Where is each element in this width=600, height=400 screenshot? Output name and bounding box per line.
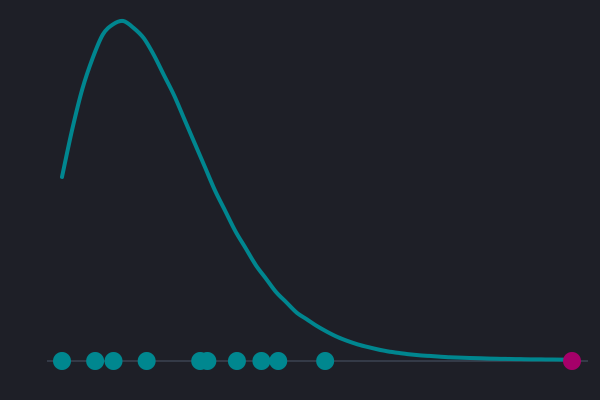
data-point-8	[252, 352, 271, 370]
data-point-3	[104, 352, 123, 370]
density-curve	[60, 18, 574, 362]
points-layer	[53, 352, 581, 370]
data-point-6	[198, 352, 217, 370]
data-point-10	[316, 352, 335, 370]
data-point-4	[137, 352, 156, 370]
data-point-1	[53, 352, 71, 370]
data-point-7	[227, 352, 246, 370]
data-point-2	[86, 352, 105, 370]
highlight-point	[563, 352, 581, 370]
data-point-9	[269, 352, 288, 370]
